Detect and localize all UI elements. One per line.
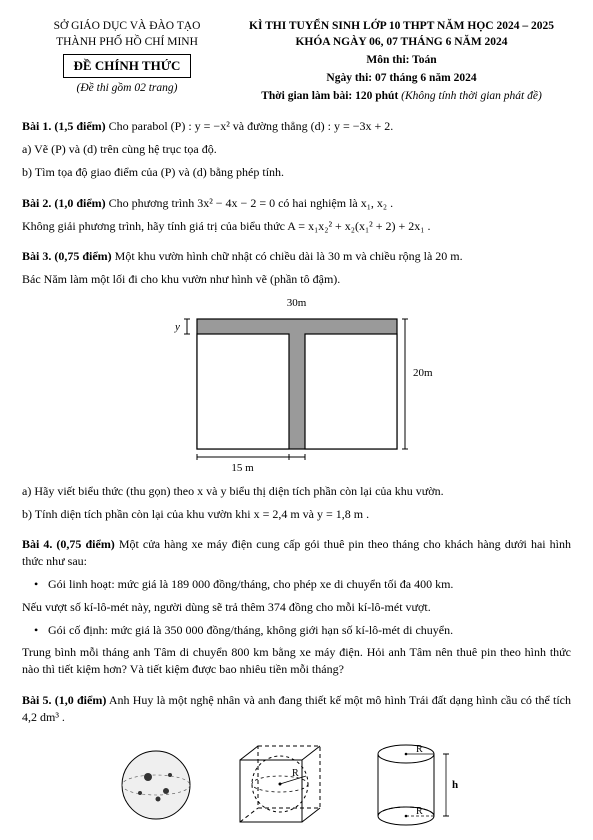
bai3-b: b) Tính diện tích phần còn lại của khu v… xyxy=(22,506,571,523)
exam-title-2: KHÓA NGÀY 06, 07 THÁNG 6 NĂM 2024 xyxy=(232,34,571,50)
bai3-line2: Bác Năm làm một lối đi cho khu vườn như … xyxy=(22,271,571,288)
bai4-bullet2: Gói cố định: mức giá là 350 000 đồng/thá… xyxy=(22,622,571,639)
bai2-line2: Không giải phương trình, hãy tính giá tr… xyxy=(22,218,571,235)
duration: Thời gian làm bài: 120 phút (Không tính … xyxy=(232,88,571,104)
bai2-line1: Bài 2. (1,0 điểm) Cho phương trình 3x² −… xyxy=(22,195,571,212)
bai4-title: Bài 4. (0,75 điểm) xyxy=(22,537,115,551)
bai4-line1: Bài 4. (0,75 điểm) Một cửa hàng xe máy đ… xyxy=(22,536,571,570)
bai-2: Bài 2. (1,0 điểm) Cho phương trình 3x² −… xyxy=(22,195,571,235)
subject: Môn thi: Toán xyxy=(232,52,571,68)
bai1-title: Bài 1. (1,5 điểm) xyxy=(22,119,106,133)
bai3-title: Bài 3. (0,75 điểm) xyxy=(22,249,112,263)
cube-R-label: R xyxy=(292,768,299,779)
cyl-R-top: R xyxy=(416,744,423,755)
bai3-a: a) Hãy viết biểu thức (thu gọn) theo x v… xyxy=(22,483,571,500)
cyl-h-label: h xyxy=(452,779,458,791)
duration-main: Thời gian làm bài: 120 phút xyxy=(261,90,401,102)
bai4-line3: Nếu vượt số kí-lô-mét này, người dùng sẽ… xyxy=(22,599,571,616)
label-30m: 30m xyxy=(167,296,427,311)
shapes-figure: R R R h xyxy=(22,740,571,830)
bai3-line1: Bài 3. (0,75 điểm) Một khu vườn hình chữ… xyxy=(22,248,571,265)
bai1-text: Cho parabol (P) : y = −x² và đường thẳng… xyxy=(106,119,394,133)
cyl-R-bot: R xyxy=(416,806,423,817)
label-15m: 15 m xyxy=(197,461,289,476)
bai1-line1: Bài 1. (1,5 điểm) Cho parabol (P) : y = … xyxy=(22,118,571,135)
label-x: x xyxy=(293,459,299,461)
header-left: SỞ GIÁO DỤC VÀ ĐÀO TẠO THÀNH PHỐ HỒ CHÍ … xyxy=(22,18,232,104)
official-stamp: ĐỀ CHÍNH THỨC xyxy=(63,54,192,78)
label-20m: 20m xyxy=(413,366,433,381)
bai1-b: b) Tìm tọa độ giao điểm của (P) và (d) b… xyxy=(22,164,571,181)
bai5-line1: Bài 5. (1,0 điểm) Anh Huy là một nghệ nh… xyxy=(22,692,571,726)
bai5-title: Bài 5. (1,0 điểm) xyxy=(22,693,106,707)
header: SỞ GIÁO DỤC VÀ ĐÀO TẠO THÀNH PHỐ HỒ CHÍ … xyxy=(22,18,571,104)
bai4-line5: Trung bình mỗi tháng anh Tâm di chuyển 8… xyxy=(22,644,571,678)
page-count: (Đề thi gồm 02 trang) xyxy=(22,80,232,96)
garden-figure: 30m y x 20m xyxy=(167,296,427,477)
bai-5: Bài 5. (1,0 điểm) Anh Huy là một nghệ nh… xyxy=(22,692,571,830)
bai-4: Bài 4. (0,75 điểm) Một cửa hàng xe máy đ… xyxy=(22,536,571,678)
bai4-bullet1: Gói linh hoạt: mức giá là 189 000 đồng/t… xyxy=(22,576,571,593)
exam-title-1: KÌ THI TUYỂN SINH LỚP 10 THPT NĂM HỌC 20… xyxy=(232,18,571,34)
bai2-title: Bài 2. (1,0 điểm) xyxy=(22,196,106,210)
bai-1: Bài 1. (1,5 điểm) Cho parabol (P) : y = … xyxy=(22,118,571,180)
sphere-svg xyxy=(118,747,194,823)
cylinder-svg: R R h xyxy=(366,740,476,830)
bai3-text: Một khu vườn hình chữ nhật có chiều dài … xyxy=(112,249,463,263)
garden-svg: y x xyxy=(167,311,427,461)
header-right: KÌ THI TUYỂN SINH LỚP 10 THPT NĂM HỌC 20… xyxy=(232,18,571,104)
duration-note: (Không tính thời gian phát đề) xyxy=(401,90,542,102)
exam-date: Ngày thi: 07 tháng 6 năm 2024 xyxy=(232,70,571,86)
org-line-2: THÀNH PHỐ HỒ CHÍ MINH xyxy=(22,34,232,50)
cube-svg: R xyxy=(230,740,330,830)
bai-3: Bài 3. (0,75 điểm) Một khu vườn hình chữ… xyxy=(22,248,571,522)
label-y: y xyxy=(174,321,180,333)
bai2-text: Cho phương trình 3x² − 4x − 2 = 0 có hai… xyxy=(106,196,393,210)
bai1-a: a) Vẽ (P) và (d) trên cùng hệ trục tọa đ… xyxy=(22,141,571,158)
org-line-1: SỞ GIÁO DỤC VÀ ĐÀO TẠO xyxy=(22,18,232,34)
